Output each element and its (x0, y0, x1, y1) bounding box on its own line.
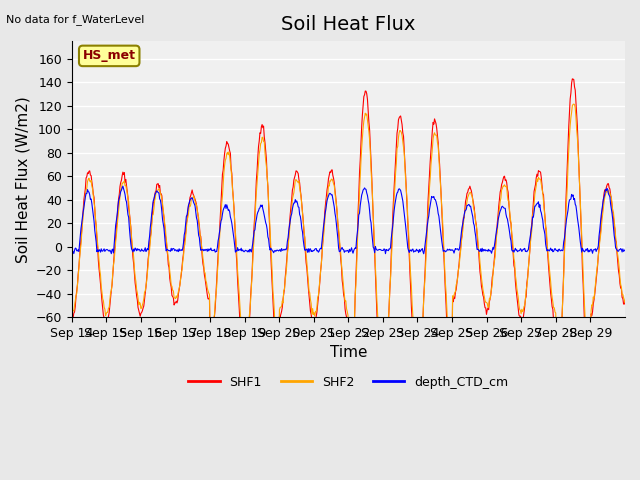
Line: SHF1: SHF1 (72, 79, 625, 420)
SHF1 (262, 148, 269, 154)
SHF1 (283, 257, 291, 263)
depth_CTD_cm (235, 247, 243, 253)
depth_CTD_cm (119, 183, 127, 189)
Legend: SHF1, SHF2, depth_CTD_cm: SHF1, SHF2, depth_CTD_cm (183, 371, 513, 394)
depth_CTD_cm (284, 239, 291, 244)
SHF2 (621, 300, 629, 305)
depth_CTD_cm (420, 251, 428, 257)
depth_CTD_cm (134, 246, 141, 252)
depth_CTD_cm (68, 247, 76, 252)
SHF2 (436, 177, 444, 183)
Title: Soil Heat Flux: Soil Heat Flux (281, 15, 415, 34)
Line: SHF2: SHF2 (72, 104, 625, 394)
SHF1 (68, 317, 76, 323)
depth_CTD_cm (406, 247, 414, 253)
Line: depth_CTD_cm: depth_CTD_cm (72, 186, 625, 254)
Text: No data for f_WaterLevel: No data for f_WaterLevel (6, 14, 145, 25)
SHF2 (406, 243, 413, 249)
SHF2 (234, 278, 242, 284)
SHF2 (68, 312, 76, 317)
SHF1 (406, 255, 413, 261)
SHF1 (552, 418, 560, 423)
SHF2 (283, 264, 291, 269)
SHF1 (132, 293, 140, 299)
Text: HS_met: HS_met (83, 49, 136, 62)
depth_CTD_cm (262, 222, 270, 228)
SHF1 (568, 76, 576, 82)
SHF1 (436, 175, 444, 181)
SHF1 (234, 289, 242, 295)
Y-axis label: Soil Heat Flux (W/m2): Soil Heat Flux (W/m2) (15, 96, 30, 263)
depth_CTD_cm (621, 247, 629, 253)
SHF2 (262, 158, 269, 164)
SHF2 (570, 101, 578, 107)
X-axis label: Time: Time (330, 346, 367, 360)
SHF1 (621, 299, 629, 304)
SHF2 (132, 287, 140, 292)
depth_CTD_cm (438, 238, 445, 244)
SHF2 (552, 391, 560, 397)
